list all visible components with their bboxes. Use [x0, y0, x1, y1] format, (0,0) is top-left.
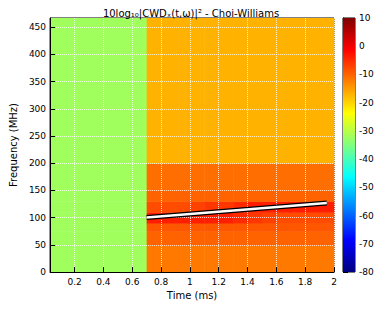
svg-text:50: 50 — [35, 240, 47, 250]
svg-text:200: 200 — [29, 158, 46, 168]
svg-text:1: 1 — [187, 277, 193, 287]
svg-text:0.2: 0.2 — [67, 277, 81, 287]
svg-text:350: 350 — [29, 77, 46, 87]
svg-text:1.4: 1.4 — [240, 277, 255, 287]
svg-text:400: 400 — [29, 49, 46, 59]
svg-text:450: 450 — [29, 22, 46, 32]
svg-text:10log₁₀|CWDₓ(t,ω)|² - Choi-Wil: 10log₁₀|CWDₓ(t,ω)|² - Choi-Williams — [103, 8, 279, 20]
svg-text:1.6: 1.6 — [269, 277, 284, 287]
svg-text:-30: -30 — [359, 126, 374, 136]
svg-text:-80: -80 — [359, 267, 374, 277]
svg-text:0: 0 — [359, 41, 365, 51]
svg-text:10: 10 — [359, 13, 371, 23]
svg-text:-10: -10 — [359, 69, 374, 79]
svg-text:Frequency (MHz): Frequency (MHz) — [8, 103, 19, 187]
svg-text:150: 150 — [29, 185, 46, 195]
svg-text:Time (ms): Time (ms) — [166, 290, 218, 301]
svg-text:1.2: 1.2 — [212, 277, 226, 287]
svg-text:-20: -20 — [359, 98, 374, 108]
svg-text:300: 300 — [29, 104, 46, 114]
svg-text:0: 0 — [40, 267, 46, 277]
svg-text:0.8: 0.8 — [154, 277, 169, 287]
svg-text:0.4: 0.4 — [96, 277, 111, 287]
svg-text:-70: -70 — [359, 239, 374, 249]
svg-text:250: 250 — [29, 131, 46, 141]
svg-text:-50: -50 — [359, 182, 374, 192]
svg-text:100: 100 — [29, 213, 46, 223]
svg-text:2: 2 — [331, 277, 337, 287]
svg-text:-60: -60 — [359, 211, 374, 221]
svg-text:-40: -40 — [359, 154, 374, 164]
svg-text:0.6: 0.6 — [125, 277, 140, 287]
svg-text:1.8: 1.8 — [298, 277, 313, 287]
